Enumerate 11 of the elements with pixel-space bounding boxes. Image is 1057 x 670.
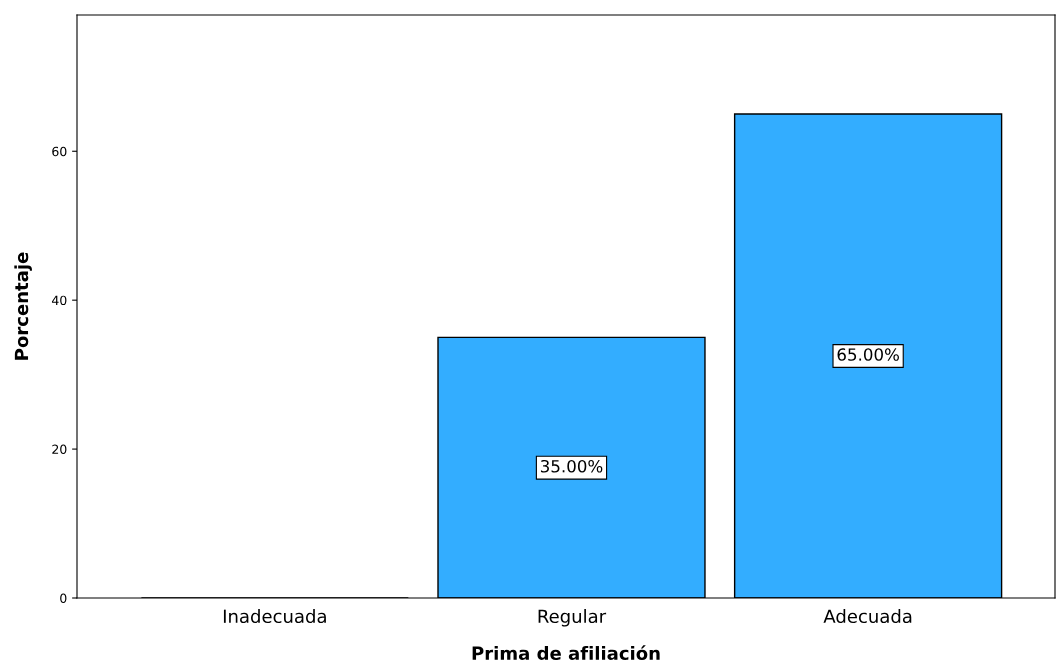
y-axis-title: Porcentaje bbox=[14, 252, 32, 360]
y-tick-label: 40 bbox=[51, 295, 67, 306]
x-tick-label: Adecuada bbox=[823, 609, 912, 624]
x-axis-title: Prima de afiliación bbox=[472, 645, 660, 661]
y-tick-label: 20 bbox=[52, 444, 67, 455]
y-tick-label: 60 bbox=[52, 146, 67, 157]
y-tick-label: 0 bbox=[60, 593, 67, 603]
data-label: 35.00% bbox=[540, 459, 603, 473]
data-label: 65.00% bbox=[837, 348, 899, 361]
x-tick-label: Inadecuada bbox=[223, 609, 326, 624]
x-tick-label: Regular bbox=[538, 609, 607, 627]
